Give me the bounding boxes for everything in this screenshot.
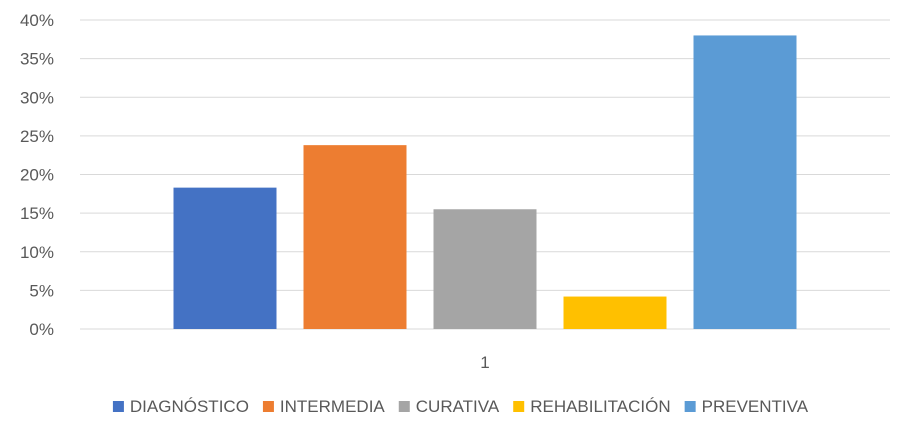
legend-swatch — [684, 401, 696, 412]
y-tick-label: 10% — [20, 243, 54, 262]
legend-item: INTERMEDIA — [262, 397, 386, 416]
legend-label: REHABILITACIÓN — [530, 397, 670, 416]
y-tick-label: 15% — [20, 204, 54, 223]
y-tick-label: 0% — [29, 320, 54, 339]
x-category-label: 1 — [480, 353, 489, 372]
legend-label: CURATIVA — [416, 397, 500, 416]
bar-rehabilitación — [563, 296, 667, 329]
legend-swatch — [262, 401, 274, 412]
bars — [173, 35, 797, 329]
x-axis-tick-labels: 1 — [480, 353, 489, 372]
bar-intermedia — [303, 145, 407, 329]
legend-label: INTERMEDIA — [280, 397, 386, 416]
legend-item: CURATIVA — [398, 397, 500, 416]
legend-swatch — [398, 401, 410, 412]
bar-curativa — [433, 209, 537, 329]
legend-item: PREVENTIVA — [684, 397, 809, 416]
y-tick-label: 20% — [20, 166, 54, 185]
legend-item: DIAGNÓSTICO — [112, 397, 249, 416]
y-tick-label: 40% — [20, 11, 54, 30]
bar-diagnóstico — [173, 187, 277, 329]
bar-preventiva — [693, 35, 797, 329]
legend: DIAGNÓSTICO INTERMEDIA CURATIVA REHABILITAC… — [112, 397, 809, 416]
legend-label: DIAGNÓSTICO — [130, 397, 249, 416]
legend-item: REHABILITACIÓN — [513, 397, 671, 416]
y-tick-label: 5% — [29, 281, 54, 300]
legend-label: PREVENTIVA — [702, 397, 809, 416]
legend-swatch — [112, 401, 124, 412]
y-tick-label: 35% — [20, 50, 54, 69]
y-tick-label: 30% — [20, 88, 54, 107]
y-tick-label: 25% — [20, 127, 54, 146]
legend-swatch — [513, 401, 525, 412]
y-axis-tick-labels: 0% 5% 10% 15% 20% 25% 30% 35% 40% — [20, 11, 54, 339]
